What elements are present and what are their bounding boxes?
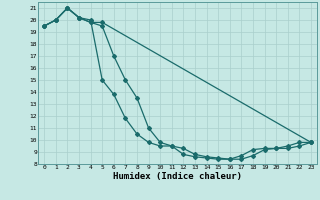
X-axis label: Humidex (Indice chaleur): Humidex (Indice chaleur) xyxy=(113,172,242,181)
